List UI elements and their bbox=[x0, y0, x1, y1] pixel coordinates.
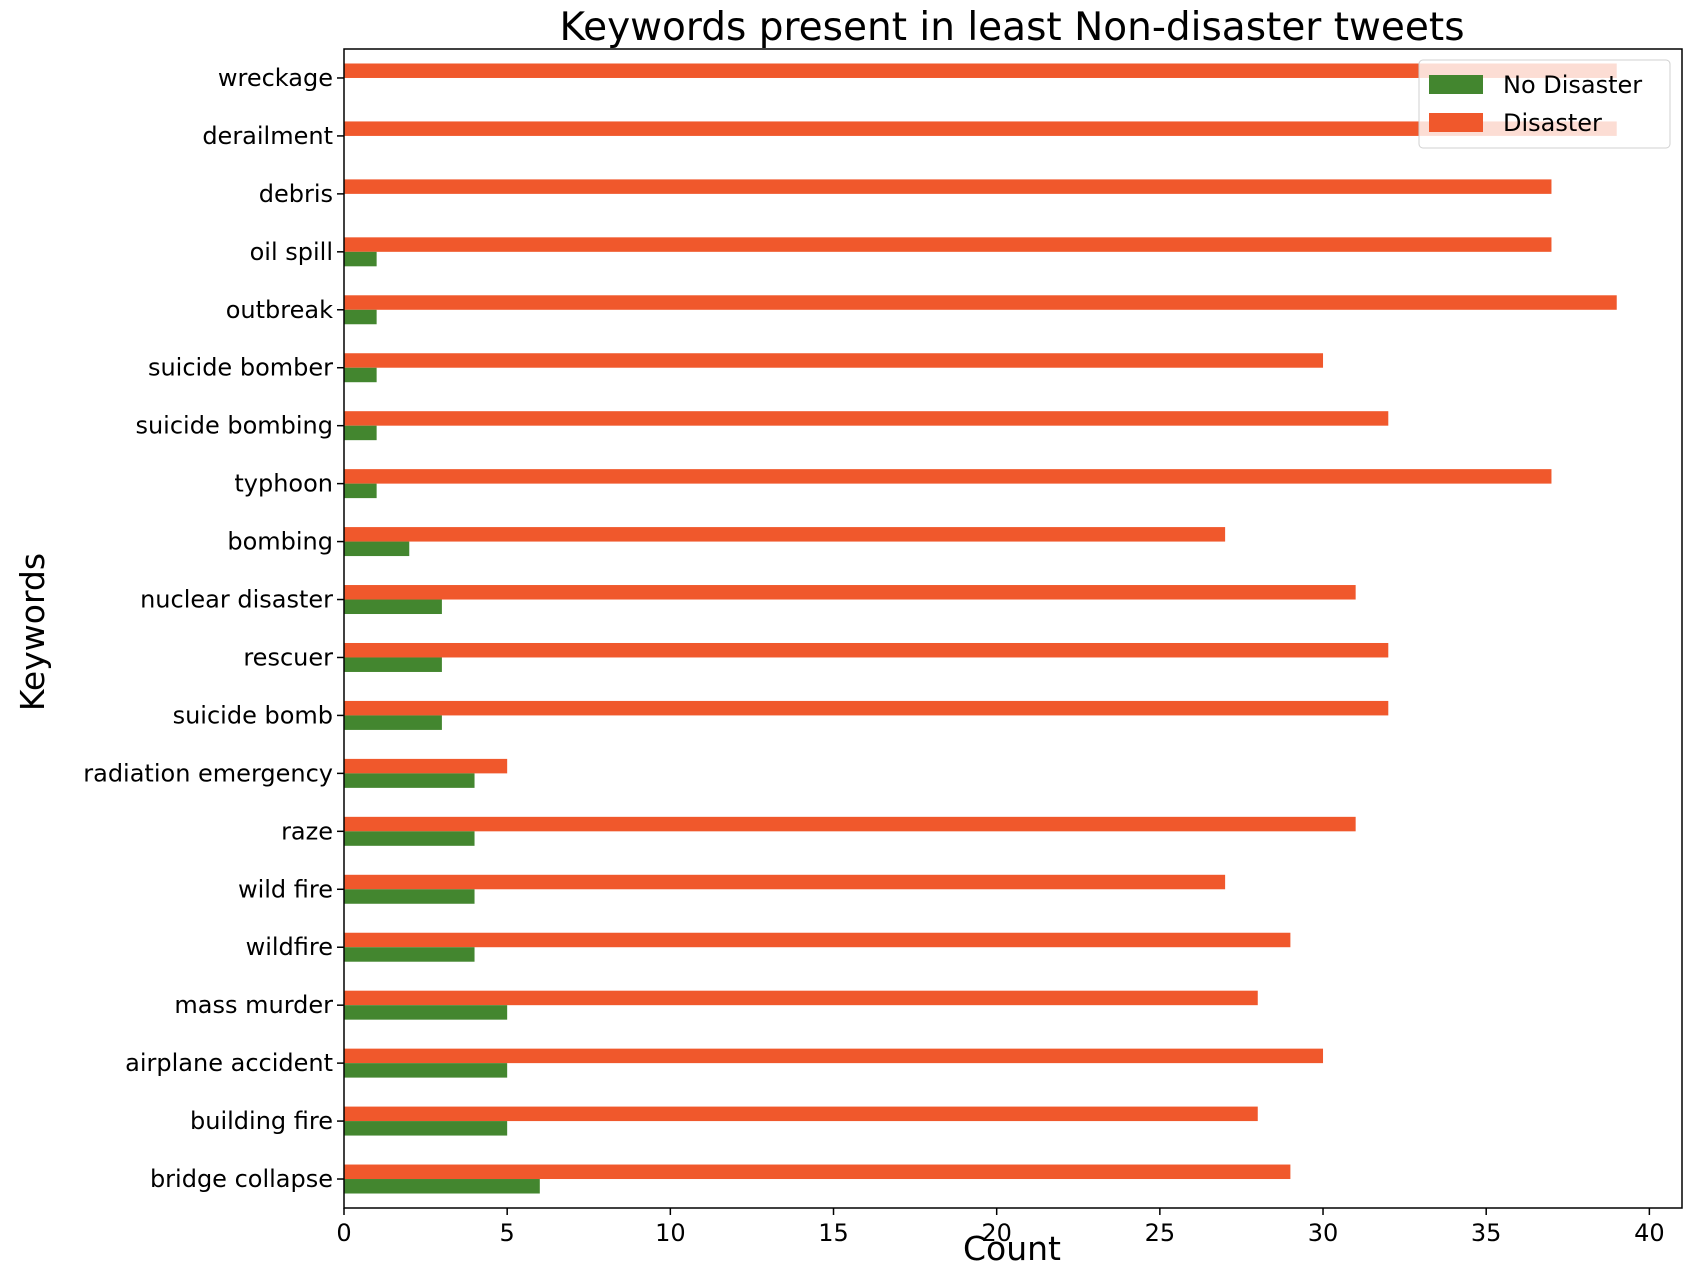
bar-disaster-10 bbox=[344, 642, 1389, 658]
bar-disaster-8 bbox=[344, 527, 1226, 542]
bar-disaster-0 bbox=[344, 63, 1617, 78]
y-tick-label: bridge collapse bbox=[150, 1165, 333, 1193]
y-tick-label: mass murder bbox=[174, 991, 333, 1019]
bar-no-disaster-6 bbox=[344, 425, 377, 441]
bar-no-disaster-7 bbox=[344, 483, 377, 499]
y-tick-label: building fire bbox=[190, 1107, 333, 1135]
bar-disaster-7 bbox=[344, 469, 1552, 484]
y-tick-label: wild fire bbox=[238, 875, 333, 903]
bar-disaster-9 bbox=[344, 585, 1356, 600]
bar-disaster-19 bbox=[344, 1164, 1291, 1180]
y-axis-label: Keywords bbox=[13, 553, 52, 711]
y-tick-label: nuclear disaster bbox=[140, 586, 333, 614]
x-ticks-group: 0 5 10 15 20 25 30 35 40 bbox=[336, 1208, 1665, 1247]
bar-no-disaster-10 bbox=[344, 657, 442, 672]
bar-no-disaster-15 bbox=[344, 947, 475, 962]
x-tick-label: 30 bbox=[1308, 1219, 1339, 1247]
x-tick-label: 20 bbox=[981, 1219, 1012, 1247]
bar-disaster-13 bbox=[344, 816, 1356, 832]
legend-swatch-0 bbox=[1429, 75, 1483, 94]
legend-label-1: Disaster bbox=[1503, 109, 1602, 137]
y-tick-label: suicide bombing bbox=[135, 412, 333, 440]
y-tick-label: derailment bbox=[202, 122, 333, 150]
bar-no-disaster-4 bbox=[344, 309, 377, 325]
x-tick-label: 10 bbox=[655, 1219, 686, 1247]
bars-group bbox=[344, 63, 1617, 1194]
plot-frame bbox=[343, 48, 1683, 1209]
y-ticks-group: wreckage derailment debris oil spill outbrea… bbox=[83, 64, 344, 1193]
x-tick-label: 35 bbox=[1471, 1219, 1502, 1247]
bar-disaster-15 bbox=[344, 932, 1291, 948]
y-tick-label: wreckage bbox=[218, 64, 333, 92]
bar-disaster-11 bbox=[344, 700, 1389, 716]
y-tick-label: outbreak bbox=[226, 296, 333, 324]
bar-no-disaster-18 bbox=[344, 1121, 508, 1136]
bar-disaster-16 bbox=[344, 990, 1258, 1006]
y-tick-label: wildfire bbox=[246, 933, 333, 961]
x-axis-label: Count bbox=[963, 1229, 1061, 1264]
bar-disaster-3 bbox=[344, 237, 1552, 252]
bar-disaster-1 bbox=[344, 121, 1617, 136]
bar-no-disaster-3 bbox=[344, 251, 377, 267]
bar-no-disaster-8 bbox=[344, 541, 410, 557]
bar-disaster-17 bbox=[344, 1048, 1324, 1064]
bar-disaster-5 bbox=[344, 353, 1324, 368]
bar-no-disaster-5 bbox=[344, 367, 377, 383]
bar-no-disaster-9 bbox=[344, 599, 442, 615]
bar-disaster-18 bbox=[344, 1106, 1258, 1122]
bar-no-disaster-14 bbox=[344, 889, 475, 904]
y-tick-label: airplane accident bbox=[125, 1049, 333, 1077]
x-tick-label: 40 bbox=[1634, 1219, 1665, 1247]
y-tick-label: bombing bbox=[227, 528, 333, 556]
bar-no-disaster-12 bbox=[344, 773, 475, 788]
y-tick-label: raze bbox=[281, 817, 333, 845]
bar-no-disaster-17 bbox=[344, 1063, 508, 1078]
y-tick-label: typhoon bbox=[234, 470, 333, 498]
x-tick-label: 25 bbox=[1145, 1219, 1176, 1247]
x-tick-label: 5 bbox=[500, 1219, 515, 1247]
bar-no-disaster-13 bbox=[344, 831, 475, 846]
bar-disaster-12 bbox=[344, 758, 508, 774]
x-tick-label: 15 bbox=[818, 1219, 849, 1247]
y-tick-label: oil spill bbox=[250, 238, 333, 266]
y-tick-label: debris bbox=[259, 180, 333, 208]
bar-no-disaster-16 bbox=[344, 1005, 508, 1020]
bar-no-disaster-19 bbox=[344, 1179, 540, 1194]
y-tick-label: rescuer bbox=[243, 643, 333, 671]
bar-disaster-2 bbox=[344, 179, 1552, 194]
legend-swatch-1 bbox=[1429, 113, 1483, 132]
chart-title: Keywords present in least Non-disaster t… bbox=[559, 5, 1464, 50]
y-tick-label: suicide bomb bbox=[173, 701, 333, 729]
bar-disaster-14 bbox=[344, 874, 1226, 890]
bar-no-disaster-11 bbox=[344, 715, 442, 730]
bar-disaster-4 bbox=[344, 295, 1617, 310]
legend-label-0: No Disaster bbox=[1503, 71, 1642, 99]
y-tick-label: radiation emergency bbox=[83, 759, 333, 787]
legend: No Disaster Disaster bbox=[1418, 59, 1671, 149]
y-tick-label: suicide bomber bbox=[148, 354, 333, 382]
bar-disaster-6 bbox=[344, 411, 1389, 426]
x-tick-label: 0 bbox=[336, 1219, 351, 1247]
